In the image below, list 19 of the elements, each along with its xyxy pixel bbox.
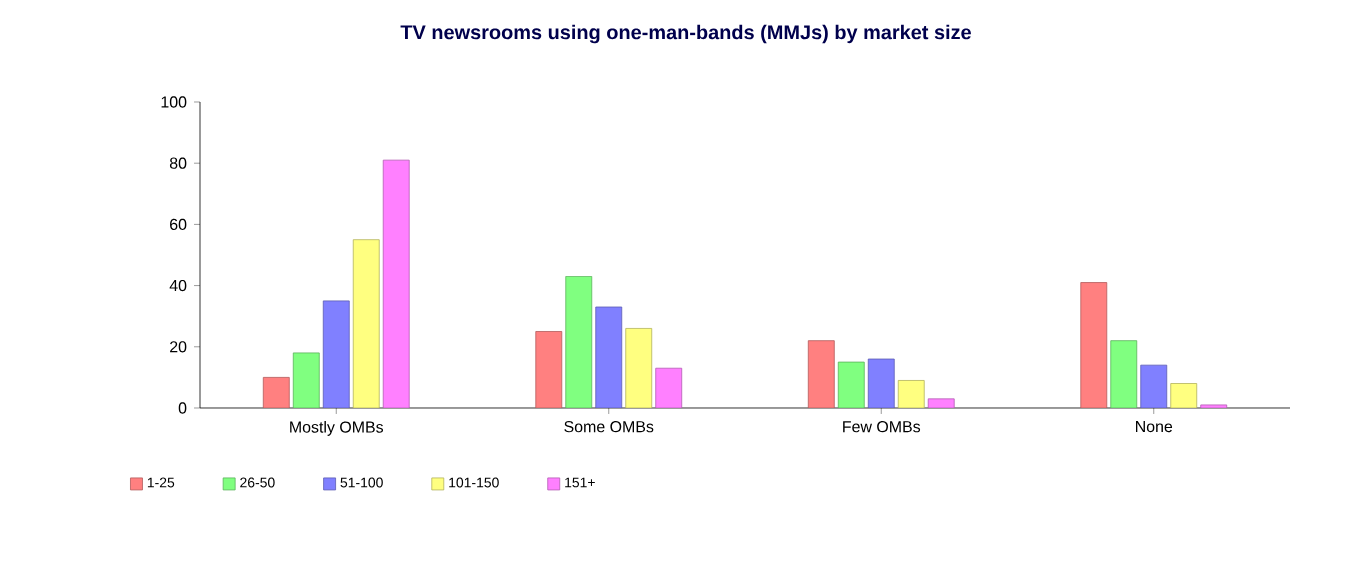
bar xyxy=(352,239,380,408)
bar xyxy=(382,159,410,408)
bar xyxy=(292,352,320,408)
bar xyxy=(807,340,835,408)
bar xyxy=(262,377,290,408)
bar xyxy=(625,328,653,408)
chart-title: TV newsrooms using one-man-bands (MMJs) by market size xyxy=(400,24,971,44)
bar xyxy=(867,358,895,408)
bar xyxy=(1110,340,1138,408)
bar xyxy=(565,276,593,408)
bar xyxy=(535,331,563,408)
bar xyxy=(322,300,350,408)
bar xyxy=(1170,383,1198,408)
bar xyxy=(1080,282,1108,408)
bar xyxy=(1140,364,1168,408)
bar xyxy=(655,367,683,408)
bar xyxy=(595,306,623,408)
bar xyxy=(898,380,925,408)
bar xyxy=(837,361,865,408)
